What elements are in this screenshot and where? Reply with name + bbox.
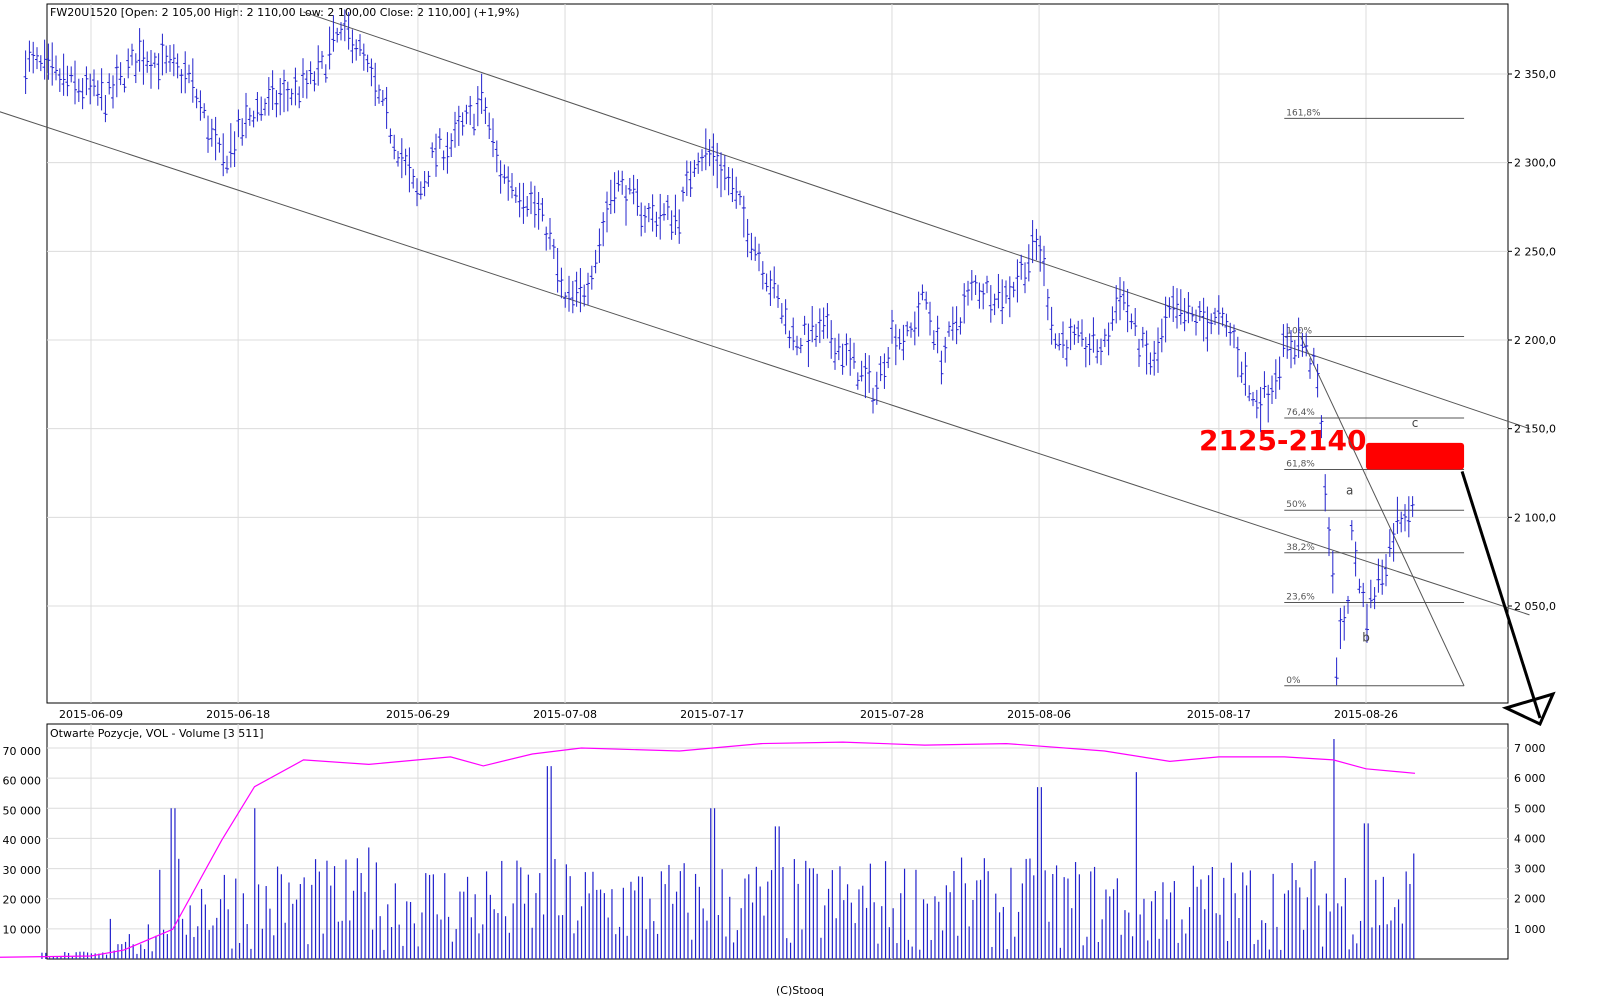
open-interest-polyline	[0, 741, 1416, 958]
volume-panel-frame	[46, 723, 1509, 960]
fib-swing-line	[1300, 336, 1465, 687]
y-tick-label: 2 350,0	[1514, 68, 1556, 81]
volume-grid	[47, 724, 1508, 959]
volume-left-tick-label: 10 000	[3, 923, 42, 936]
volume-right-tick-label: 7 000	[1514, 742, 1546, 755]
volume-right-tick-label: 4 000	[1514, 832, 1546, 845]
volume-left-tick-label: 20 000	[3, 894, 42, 907]
x-tick-label: 2015-07-28	[860, 708, 924, 721]
y-tick-label: 2 150,0	[1514, 423, 1556, 436]
price-bars	[23, 9, 1415, 686]
x-tick-label: 2015-07-17	[680, 708, 744, 721]
fib-level-label: 76,4%	[1286, 408, 1315, 418]
fib-level-label: 161,8%	[1286, 108, 1321, 118]
volume-right-tick-label: 3 000	[1514, 863, 1546, 876]
volume-left-tick-label: 30 000	[3, 864, 42, 877]
main-chart-title: FW20U1520 [Open: 2 105,00 High: 2 110,00…	[50, 6, 520, 19]
target-arrow-shaft	[1460, 471, 1542, 719]
x-tick-label: 2015-08-17	[1187, 708, 1251, 721]
y-tick-label: 2 200,0	[1514, 334, 1556, 347]
main-panel-frame	[46, 3, 1509, 704]
main-grid	[47, 4, 1508, 703]
fib-level-label: 38,2%	[1286, 543, 1315, 553]
y-tick-label: 2 100,0	[1514, 511, 1556, 524]
x-tick-label: 2015-08-06	[1007, 708, 1071, 721]
wave-label-a: a	[1346, 483, 1353, 497]
trend-channel	[0, 11, 1530, 616]
volume-left-tick-label: 60 000	[3, 775, 42, 788]
target-zone-box	[1366, 442, 1465, 470]
target-annotation	[1366, 442, 1556, 727]
y-tick-label: 2 300,0	[1514, 157, 1556, 170]
y-tick-label: 2 250,0	[1514, 245, 1556, 258]
fib-level-label: 50%	[1286, 500, 1306, 510]
target-arrow-head	[1501, 691, 1556, 727]
fib-level-label: 61,8%	[1286, 459, 1315, 469]
copyright-footer: (C)Stooq	[776, 984, 824, 997]
x-tick-label: 2015-06-29	[386, 708, 450, 721]
volume-left-tick-label: 50 000	[3, 804, 42, 817]
volume-bars	[41, 738, 1415, 959]
fibonacci-levels: 161,8% 100% 76,4% 61,8% 50% 38,2% 23,6% 0%	[1284, 108, 1465, 687]
channel-line-upper	[303, 11, 1530, 430]
volume-right-tick-label: 1 000	[1514, 923, 1546, 936]
x-tick-label: 2015-07-08	[533, 708, 597, 721]
volume-left-tick-label: 40 000	[3, 834, 42, 847]
x-tick-label: 2015-06-09	[59, 708, 123, 721]
volume-right-tick-label: 5 000	[1514, 802, 1546, 815]
volume-chart-title: Otwarte Pozycje, VOL - Volume [3 511]	[50, 727, 264, 740]
fib-level-label: 0%	[1286, 676, 1301, 686]
target-zone-label: 2125-2140	[1199, 424, 1366, 457]
wave-labels: a b c	[1346, 416, 1418, 645]
x-tick-label: 2015-06-18	[206, 708, 270, 721]
fib-level-label: 23,6%	[1286, 592, 1315, 602]
wave-label-b: b	[1362, 630, 1370, 644]
wave-label-c: c	[1412, 416, 1419, 430]
fib-level-label: 100%	[1286, 326, 1312, 336]
volume-right-tick-label: 2 000	[1514, 893, 1546, 906]
channel-line-lower	[0, 111, 1530, 616]
volume-right-tick-label: 6 000	[1514, 772, 1546, 785]
volume-left-tick-label: 70 000	[3, 745, 42, 758]
axis-ticks: 2015-06-09 2015-06-18 2015-06-29 2015-07-08…	[3, 68, 1557, 936]
x-tick-label: 2015-08-26	[1334, 708, 1398, 721]
y-tick-label: 2 050,0	[1514, 600, 1556, 613]
open-interest-line	[0, 741, 1416, 958]
